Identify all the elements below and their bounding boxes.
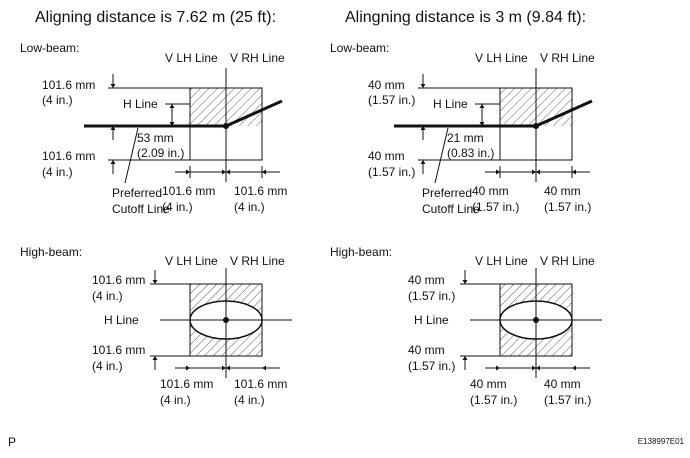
arrowhead bbox=[110, 126, 116, 130]
arrowhead bbox=[186, 365, 190, 371]
dimension: (4 in.) bbox=[234, 200, 265, 214]
h-line-label: H Line bbox=[414, 313, 449, 327]
dimension: (1.57 in.) bbox=[408, 359, 455, 373]
v-lh-line-label: V LH Line bbox=[475, 254, 528, 268]
arrowhead bbox=[479, 104, 485, 108]
arrowhead bbox=[262, 365, 266, 371]
dimension: 101.6 mm bbox=[234, 184, 287, 198]
cutoff-label: Preferred bbox=[422, 186, 472, 200]
cutoff-label: Cutoff Line bbox=[422, 202, 480, 216]
dimension: 101.6 mm bbox=[160, 377, 213, 391]
footer-right: E138997E01 bbox=[638, 437, 685, 446]
dimension: 40 mm bbox=[368, 149, 405, 163]
dimension: (1.57 in.) bbox=[368, 165, 415, 179]
dimension: 40 mm bbox=[544, 377, 581, 391]
dimension: 101.6 mm bbox=[42, 78, 95, 92]
high-beam-label: High-beam: bbox=[330, 245, 392, 259]
dimension: 40 mm bbox=[544, 184, 581, 198]
dimension: 40 mm bbox=[368, 78, 405, 92]
h-line-label: H Line bbox=[123, 97, 158, 111]
dimension: 101.6 mm bbox=[234, 377, 287, 391]
v-rh-line-label: V RH Line bbox=[230, 51, 285, 65]
arrowhead bbox=[169, 104, 175, 108]
dimension: 53 mm bbox=[137, 131, 174, 145]
arrowhead bbox=[110, 160, 116, 164]
dimension: (4 in.) bbox=[162, 200, 193, 214]
arrowhead bbox=[572, 169, 576, 175]
arrowhead bbox=[496, 365, 500, 371]
line bbox=[434, 127, 449, 184]
center-dot bbox=[223, 317, 229, 323]
dimension: 101.6 mm bbox=[92, 273, 145, 287]
h-line-label: H Line bbox=[433, 97, 468, 111]
v-lh-line-label: V LH Line bbox=[475, 51, 528, 65]
heading: Alingning distance is 3 m (9.84 ft): bbox=[345, 9, 586, 26]
arrowhead bbox=[152, 356, 158, 360]
dimension: 101.6 mm bbox=[92, 343, 145, 357]
dimension: (2.09 in.) bbox=[137, 146, 184, 160]
arrowhead bbox=[479, 122, 485, 126]
arrowhead bbox=[462, 280, 468, 284]
dimension: (4 in.) bbox=[42, 93, 73, 107]
dimension: (1.57 in.) bbox=[544, 200, 591, 214]
h-line-label: H Line bbox=[104, 313, 139, 327]
dimension: (0.83 in.) bbox=[447, 146, 494, 160]
dimension: 40 mm bbox=[408, 273, 445, 287]
arrowhead bbox=[226, 169, 230, 175]
dimension: (4 in.) bbox=[234, 393, 265, 407]
center-dot bbox=[223, 123, 229, 129]
arrowhead bbox=[420, 160, 426, 164]
v-rh-line-label: V RH Line bbox=[540, 51, 595, 65]
dimension: 21 mm bbox=[447, 131, 484, 145]
dimension: (1.57 in.) bbox=[472, 200, 519, 214]
arrowhead bbox=[536, 365, 540, 371]
arrowhead bbox=[222, 169, 226, 175]
high-beam-label: High-beam: bbox=[20, 245, 82, 259]
low-beam-label: Low-beam: bbox=[20, 41, 79, 55]
cutoff-label: Cutoff Line bbox=[112, 202, 170, 216]
dimension: 101.6 mm bbox=[42, 149, 95, 163]
dimension: (4 in.) bbox=[92, 289, 123, 303]
arrowhead bbox=[222, 365, 226, 371]
dimension: 40 mm bbox=[470, 377, 507, 391]
arrowhead bbox=[532, 169, 536, 175]
v-lh-line-label: V LH Line bbox=[165, 51, 218, 65]
v-rh-line-label: V RH Line bbox=[230, 254, 285, 268]
center-dot bbox=[533, 317, 539, 323]
cutoff-label: Preferred bbox=[112, 186, 162, 200]
dimension: (4 in.) bbox=[92, 359, 123, 373]
dimension: (4 in.) bbox=[42, 165, 73, 179]
arrowhead bbox=[186, 169, 190, 175]
low-beam-label: Low-beam: bbox=[330, 41, 389, 55]
arrowhead bbox=[536, 169, 540, 175]
arrowhead bbox=[496, 169, 500, 175]
arrowhead bbox=[226, 365, 230, 371]
arrowhead bbox=[462, 356, 468, 360]
arrowhead bbox=[420, 84, 426, 88]
arrowhead bbox=[420, 126, 426, 130]
arrowhead bbox=[169, 122, 175, 126]
heading: Aligning distance is 7.62 m (25 ft): bbox=[35, 9, 276, 26]
dimension: (4 in.) bbox=[160, 393, 191, 407]
dimension: 101.6 mm bbox=[162, 184, 215, 198]
arrowhead bbox=[152, 280, 158, 284]
line bbox=[124, 127, 139, 184]
dimension: 40 mm bbox=[472, 184, 509, 198]
arrowhead bbox=[110, 84, 116, 88]
arrowhead bbox=[532, 365, 536, 371]
arrowhead bbox=[262, 169, 266, 175]
footer-left: P bbox=[8, 435, 16, 449]
arrowhead bbox=[572, 365, 576, 371]
v-rh-line-label: V RH Line bbox=[540, 254, 595, 268]
dimension: (1.57 in.) bbox=[470, 393, 517, 407]
dimension: (1.57 in.) bbox=[368, 93, 415, 107]
v-lh-line-label: V LH Line bbox=[165, 254, 218, 268]
dimension: (1.57 in.) bbox=[408, 289, 455, 303]
dimension: 40 mm bbox=[408, 343, 445, 357]
center-dot bbox=[533, 123, 539, 129]
dimension: (1.57 in.) bbox=[544, 393, 591, 407]
